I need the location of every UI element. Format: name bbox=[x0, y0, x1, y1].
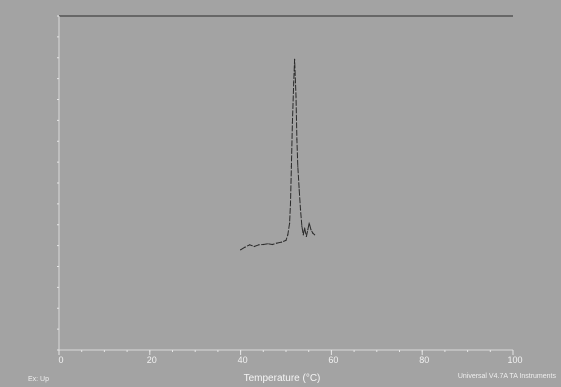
data-point bbox=[312, 232, 314, 234]
data-point bbox=[267, 243, 269, 245]
data-point bbox=[253, 245, 255, 248]
data-point bbox=[307, 229, 309, 231]
x-tick-label: 100 bbox=[507, 355, 522, 365]
data-point bbox=[301, 225, 303, 227]
data-point bbox=[314, 234, 316, 236]
x-tick-label: 20 bbox=[147, 355, 157, 365]
x-tick-label: 80 bbox=[419, 355, 429, 365]
data-point bbox=[285, 239, 287, 241]
data-point bbox=[304, 227, 306, 229]
data-point bbox=[305, 235, 307, 237]
data-point bbox=[297, 165, 299, 167]
data-point bbox=[295, 95, 297, 97]
plot-frame bbox=[58, 15, 513, 351]
data-point bbox=[280, 241, 283, 243]
data-point bbox=[287, 234, 289, 236]
data-point bbox=[262, 243, 264, 246]
x-tick-label: 40 bbox=[238, 355, 248, 365]
data-point bbox=[302, 234, 304, 236]
data-point bbox=[290, 165, 292, 167]
y-axis-ticks bbox=[57, 15, 59, 351]
data-point bbox=[299, 209, 302, 211]
data-point bbox=[249, 244, 251, 246]
data-point bbox=[276, 242, 278, 244]
x-axis-ticks: 0 20 40 60 80 100 bbox=[58, 350, 523, 365]
series-layer bbox=[240, 58, 316, 251]
data-point bbox=[310, 229, 312, 231]
x-tick-label: 60 bbox=[328, 355, 338, 365]
data-point bbox=[271, 243, 273, 246]
data-point bbox=[289, 222, 291, 224]
footer-right: Universal V4.7A TA Instruments bbox=[458, 373, 557, 380]
series-line-0 bbox=[240, 58, 315, 251]
data-point bbox=[294, 58, 296, 61]
data-point bbox=[291, 122, 293, 124]
data-point bbox=[289, 202, 292, 204]
data-point bbox=[296, 139, 298, 141]
data-point bbox=[293, 82, 295, 84]
data-point bbox=[240, 249, 242, 251]
data-point bbox=[258, 244, 260, 246]
x-tick-label: 0 bbox=[58, 355, 63, 365]
data-point bbox=[244, 246, 246, 248]
data-point bbox=[298, 189, 300, 191]
x-axis-title: Temperature (°C) bbox=[244, 373, 321, 384]
data-point bbox=[308, 222, 310, 224]
footer-left: Ex: Up bbox=[28, 376, 49, 383]
